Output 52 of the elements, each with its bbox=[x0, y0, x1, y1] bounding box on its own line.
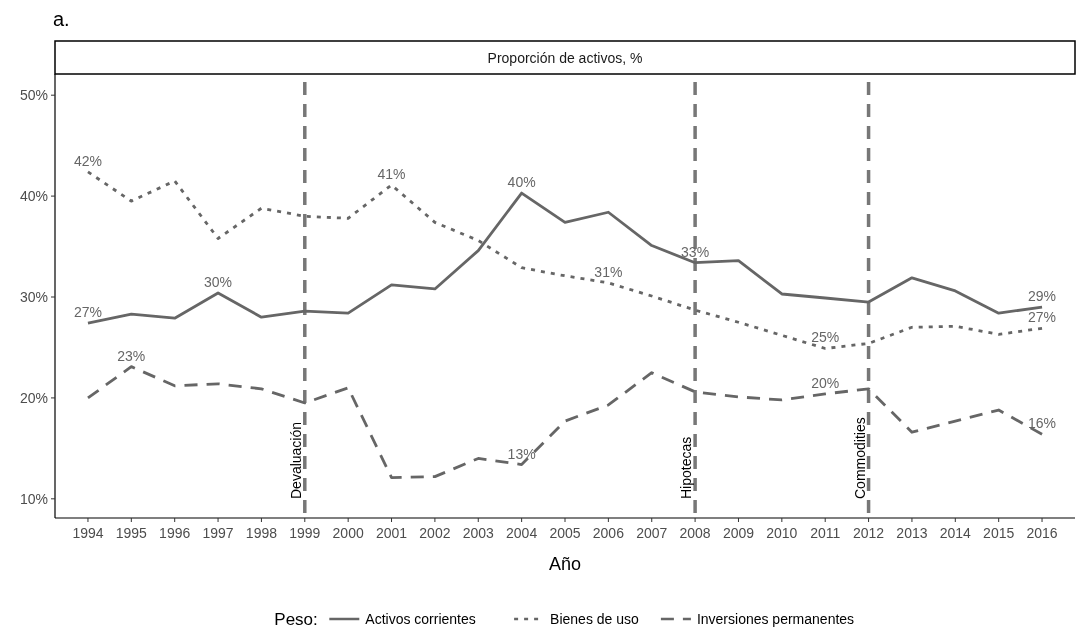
annotation: 16% bbox=[1028, 415, 1057, 432]
y-tick-label: 10% bbox=[19, 490, 48, 507]
x-tick-label: 2014 bbox=[939, 525, 972, 541]
x-tick-label: 2013 bbox=[896, 525, 928, 541]
x-tick-label: 1998 bbox=[245, 525, 278, 541]
x-tick-label: 2010 bbox=[766, 525, 798, 541]
legend-label: Bienes de uso bbox=[550, 611, 640, 627]
y-tick-label: 50% bbox=[19, 87, 48, 104]
x-tick-label: 2003 bbox=[462, 525, 495, 541]
annotation: 20% bbox=[811, 374, 840, 391]
x-tick-label: 2007 bbox=[636, 525, 668, 541]
annotation: 31% bbox=[594, 263, 623, 280]
ref-line-label: Devaluación bbox=[287, 421, 304, 499]
annotation: 30% bbox=[204, 273, 233, 290]
chart-title: a. bbox=[53, 8, 70, 30]
y-tick-label: 30% bbox=[19, 289, 48, 306]
x-tick-label: 1996 bbox=[159, 525, 191, 541]
x-tick-label: 2005 bbox=[549, 525, 581, 541]
annotation: 33% bbox=[681, 243, 710, 260]
annotation: 25% bbox=[811, 329, 840, 346]
x-tick-label: 2008 bbox=[679, 525, 711, 541]
annotation: 41% bbox=[377, 166, 406, 182]
annotation: 40% bbox=[507, 174, 536, 191]
x-tick-label: 2000 bbox=[332, 525, 364, 541]
x-tick-label: 1994 bbox=[72, 525, 104, 541]
x-tick-label: 2011 bbox=[810, 525, 841, 541]
x-axis-title: Año bbox=[548, 554, 582, 574]
annotation: 13% bbox=[507, 445, 536, 462]
legend-label: Activos corrientes bbox=[365, 611, 476, 627]
x-tick-label: 2002 bbox=[419, 525, 451, 541]
annotation: 27% bbox=[1028, 309, 1057, 326]
annotation: 42% bbox=[73, 152, 102, 169]
x-tick-label: 1995 bbox=[115, 525, 148, 541]
annotation: 27% bbox=[73, 304, 102, 321]
x-tick-label: 2015 bbox=[983, 525, 1015, 541]
x-tick-label: 2012 bbox=[852, 525, 885, 541]
x-tick-label: 2009 bbox=[722, 525, 755, 541]
legend-label: Inversiones permanentes bbox=[696, 611, 855, 627]
x-tick-label: 1999 bbox=[289, 525, 321, 541]
annotation: 23% bbox=[117, 347, 146, 364]
x-tick-label: 1997 bbox=[202, 525, 234, 541]
y-tick-label: 40% bbox=[19, 188, 48, 205]
ref-line-label: Hipotecas bbox=[678, 436, 695, 499]
ref-line-label: Commodities bbox=[851, 417, 868, 499]
x-tick-label: 2004 bbox=[506, 525, 538, 541]
x-tick-label: 2016 bbox=[1026, 525, 1058, 541]
x-tick-label: 2001 bbox=[375, 525, 408, 541]
annotation: 29% bbox=[1028, 288, 1057, 305]
legend-title: Peso: bbox=[274, 610, 318, 629]
x-tick-label: 2006 bbox=[592, 525, 625, 541]
chart-subtitle: Proporción de activos, % bbox=[487, 49, 643, 66]
y-tick-label: 20% bbox=[19, 389, 48, 406]
